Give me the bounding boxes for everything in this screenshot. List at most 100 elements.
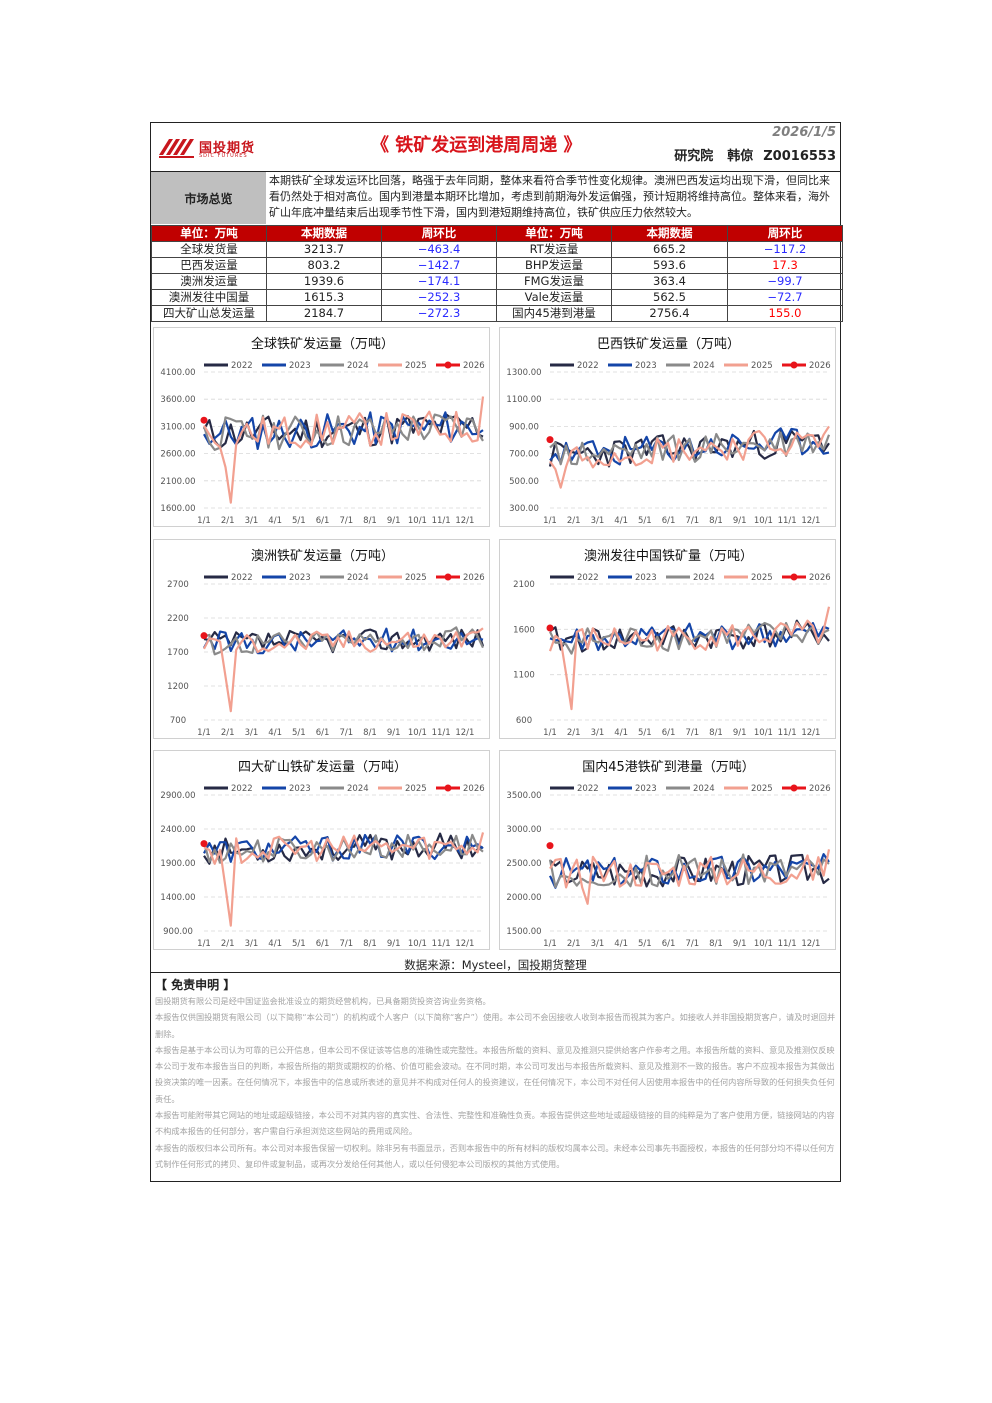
legend-marker (790, 361, 798, 369)
x-tick-label: 2/1 (221, 939, 235, 949)
x-tick-label: 5/1 (638, 516, 652, 526)
y-tick-label: 900.00 (163, 927, 193, 937)
chart-svg: 巴西铁矿发运量（万吨） 2022 2023 2024 2025 2026 300.00 500… (506, 336, 831, 526)
x-tick-label: 12/1 (801, 728, 820, 738)
y-tick-label: 1200 (167, 682, 189, 692)
x-tick-label: 4/1 (614, 939, 628, 949)
table-cell: 2184.7 (266, 305, 382, 322)
x-tick-label: 7/1 (685, 516, 699, 526)
x-tick-label: 1/1 (197, 728, 211, 738)
series-line-2025 (203, 627, 484, 713)
x-tick-label: 8/1 (363, 939, 377, 949)
table-cell: 1615.3 (266, 289, 382, 306)
y-tick-label: 3500.00 (506, 791, 541, 801)
x-tick-label: 8/1 (709, 516, 723, 526)
table-header-cell: 本期数据 (266, 225, 382, 242)
disclaimer-body: 国投期货有限公司是经中国证监会批准设立的期货经营机构，已具备期货投资咨询业务资格… (151, 993, 840, 1172)
legend-label: 2025 (751, 361, 773, 371)
x-tick-label: 6/1 (662, 516, 676, 526)
x-tick-label: 1/1 (543, 516, 557, 526)
y-tick-label: 1700 (167, 648, 189, 658)
disclaimer: 【 免责申明 】 国投期货有限公司是经中国证监会批准设立的期货经营机构，已具备期… (151, 972, 840, 1172)
chart-title: 全球铁矿发运量（万吨） (251, 336, 394, 352)
x-tick-label: 7/1 (339, 939, 353, 949)
x-tick-label: 2/1 (221, 728, 235, 738)
y-tick-label: 500.00 (509, 477, 539, 487)
disclaimer-paragraph: 本报告的版权归本公司所有。本公司对本报告保留一切权利。除非另有书面显示，否则本报… (155, 1142, 835, 1169)
y-tick-label: 3600.00 (160, 395, 195, 405)
legend-label: 2025 (751, 573, 773, 583)
series-point-2026 (546, 842, 554, 850)
y-tick-label: 2200 (167, 614, 189, 624)
y-tick-label: 900.00 (509, 422, 539, 432)
line-chart: 国内45港铁矿到港量（万吨） 2022 2023 2024 2025 2026 1500.0… (499, 750, 836, 950)
legend-label: 2026 (809, 361, 831, 371)
report-title: 《 铁矿发运到港周周递 》 (371, 135, 582, 156)
table-cell: −463.4 (381, 241, 497, 258)
x-tick-label: 5/1 (292, 728, 306, 738)
legend-label: 2022 (577, 573, 599, 583)
legend-label: 2026 (463, 361, 485, 371)
table-cell: 国内45港到港量 (496, 305, 612, 322)
y-tick-label: 2000.00 (506, 893, 541, 903)
x-tick-label: 3/1 (591, 728, 605, 738)
legend-label: 2023 (635, 573, 657, 583)
x-tick-label: 7/1 (339, 728, 353, 738)
table-cell: 3213.7 (266, 241, 382, 258)
series-line-2023 (203, 833, 484, 863)
x-tick-label: 7/1 (339, 516, 353, 526)
x-tick-label: 10/1 (754, 728, 773, 738)
department: 研究院 (674, 149, 714, 164)
legend-marker (444, 361, 452, 369)
table-cell: 17.3 (727, 257, 843, 274)
x-tick-label: 2/1 (221, 516, 235, 526)
legend-label: 2023 (635, 784, 657, 794)
legend-marker (790, 784, 798, 792)
x-tick-label: 4/1 (268, 728, 282, 738)
x-tick-label: 12/1 (455, 728, 474, 738)
legend-label: 2024 (693, 784, 715, 794)
y-tick-label: 3100.00 (160, 422, 195, 432)
table-row: 四大矿山总发运量 2184.7 −272.3 国内45港到港量 2756.4 155.0 (151, 305, 843, 322)
report-frame: 国投期货 SDIC FUTURES 《 铁矿发运到港周周递 》 2026/1/5… (150, 122, 843, 1182)
table-cell: 155.0 (727, 305, 843, 322)
author-name: 韩倞 (727, 149, 754, 164)
x-tick-label: 1/1 (197, 939, 211, 949)
y-tick-label: 700.00 (509, 450, 539, 460)
author-line: 研究院 韩倞 Z0016553 (660, 145, 836, 164)
x-tick-label: 7/1 (685, 728, 699, 738)
overview-label: 市场总览 (151, 172, 266, 224)
table-cell: RT发运量 (496, 241, 612, 258)
line-chart: 巴西铁矿发运量（万吨） 2022 2023 2024 2025 2026 300.00 500… (499, 327, 836, 527)
logo-text: 国投期货 (199, 141, 256, 156)
disclaimer-paragraph: 国投期货有限公司是经中国证监会批准设立的期货经营机构，已具备期货投资咨询业务资格… (155, 996, 491, 1006)
x-tick-label: 9/1 (387, 516, 401, 526)
legend-label: 2026 (463, 784, 485, 794)
x-tick-label: 11/1 (778, 516, 797, 526)
x-tick-label: 11/1 (778, 728, 797, 738)
y-tick-label: 1100 (513, 671, 535, 681)
table-cell: −142.7 (381, 257, 497, 274)
legend-label: 2023 (289, 361, 311, 371)
line-chart: 澳洲发往中国铁矿量（万吨） 2022 2023 2024 2025 2026 600 1100… (499, 539, 836, 739)
table-cell: 593.6 (611, 257, 728, 274)
series-line-2025 (549, 425, 830, 489)
chart-svg: 四大矿山铁矿发运量（万吨） 2022 2023 2024 2025 2026 900.00 1… (160, 759, 485, 949)
y-tick-label: 2900.00 (160, 791, 195, 801)
legend-label: 2025 (751, 784, 773, 794)
x-tick-label: 6/1 (316, 728, 330, 738)
table-header-cell: 周环比 (727, 225, 843, 242)
x-tick-label: 10/1 (754, 939, 773, 949)
chart-title: 巴西铁矿发运量（万吨） (597, 336, 740, 352)
x-tick-label: 1/1 (197, 516, 211, 526)
legend-label: 2022 (577, 784, 599, 794)
chart-title: 国内45港铁矿到港量（万吨） (582, 759, 755, 775)
x-tick-label: 3/1 (245, 728, 259, 738)
x-tick-label: 8/1 (363, 516, 377, 526)
legend-label: 2022 (231, 573, 253, 583)
series-line-2025 (548, 606, 831, 711)
x-tick-label: 2/1 (567, 728, 581, 738)
legend-label: 2026 (809, 784, 831, 794)
y-tick-label: 3000.00 (506, 825, 541, 835)
y-tick-label: 2600.00 (160, 450, 195, 460)
